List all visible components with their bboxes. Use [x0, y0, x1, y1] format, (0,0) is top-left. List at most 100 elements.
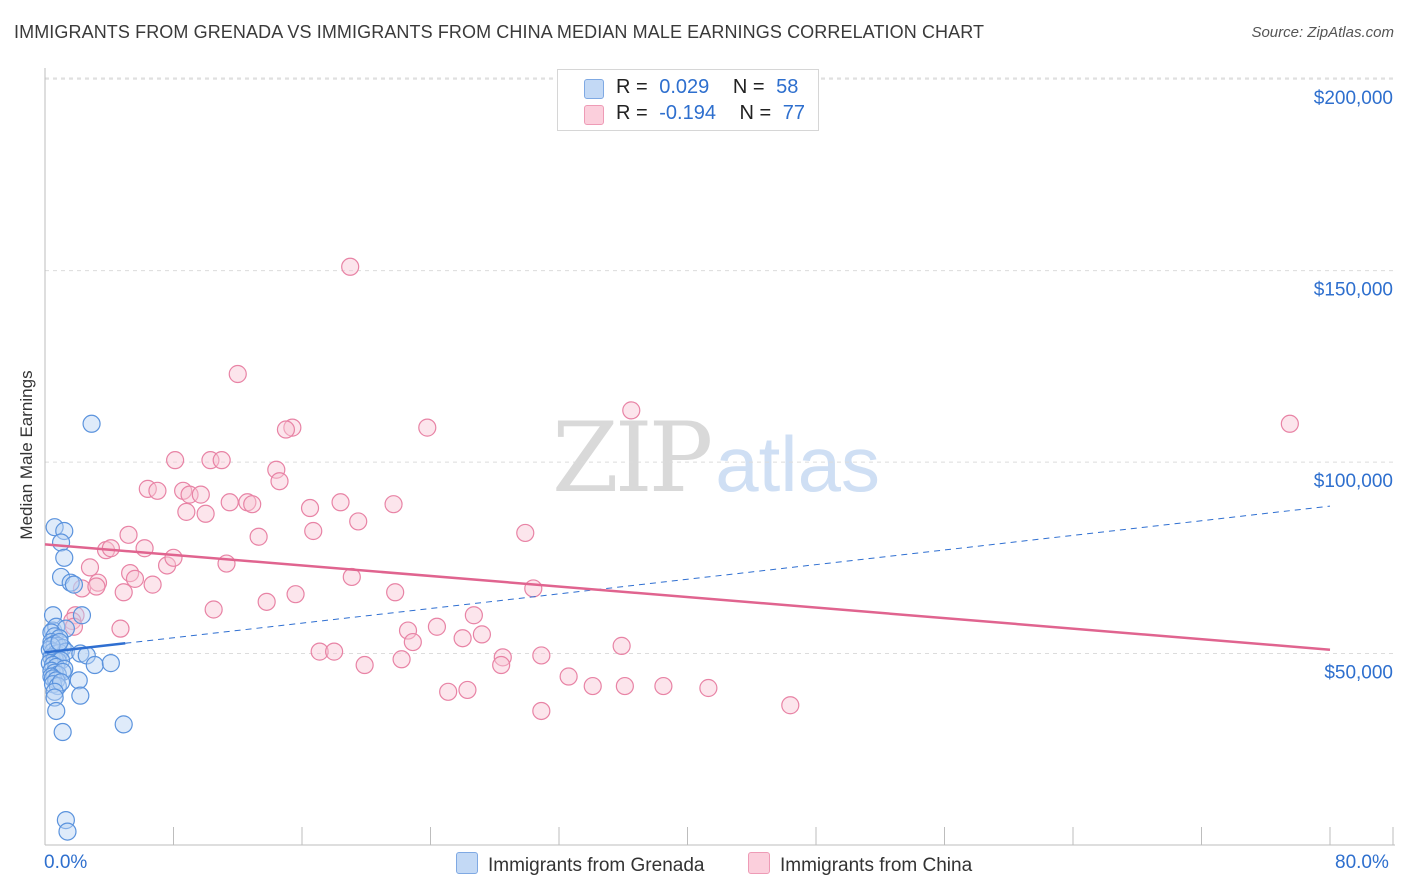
- grenada-point: [82, 414, 101, 433]
- grenada-point: [61, 573, 80, 592]
- grenada-point: [69, 671, 88, 690]
- bottom-legend-swatch-china: [748, 852, 770, 874]
- china-point: [418, 418, 437, 437]
- legend-r-value: -0.194: [659, 102, 716, 124]
- china-point: [196, 504, 215, 523]
- china-point: [398, 621, 418, 640]
- y-tick-label: $50,000: [1324, 663, 1393, 684]
- china-point: [228, 364, 247, 384]
- china-point: [331, 493, 350, 512]
- bottom-legend-label-grenada: Immigrants from Grenada: [488, 855, 705, 876]
- china-point: [458, 680, 477, 700]
- china-point: [283, 418, 302, 437]
- bottom-legend-grenada: Immigrants from Grenada: [456, 852, 704, 877]
- china-point: [300, 498, 320, 518]
- china-point: [310, 642, 329, 661]
- legend-r-label: R =: [616, 102, 648, 124]
- china-point: [355, 655, 374, 675]
- china-point: [464, 606, 483, 625]
- x-tick-label-min: 0.0%: [44, 852, 88, 873]
- y-axis-label: Median Male Earnings: [17, 370, 36, 540]
- china-point: [119, 525, 138, 544]
- china-point: [583, 676, 602, 696]
- china-point: [87, 577, 106, 596]
- grenada-point: [51, 673, 71, 692]
- china-point: [164, 548, 183, 567]
- china-point: [191, 485, 210, 504]
- china-point: [325, 642, 344, 661]
- bottom-legend-china: Immigrants from China: [748, 852, 972, 877]
- china-point: [386, 583, 405, 602]
- y-tick-label: $100,000: [1314, 471, 1393, 492]
- china-point: [243, 495, 262, 514]
- china-point: [121, 564, 140, 583]
- china-point: [111, 619, 130, 638]
- china-point: [276, 420, 296, 439]
- china-point: [524, 579, 543, 598]
- china-point: [249, 527, 268, 546]
- y-tick-label: $200,000: [1314, 88, 1393, 109]
- legend-swatch-grenada: [584, 79, 604, 99]
- watermark-zip: ZIP: [552, 402, 713, 514]
- china-point: [349, 512, 368, 531]
- grenada-point: [45, 688, 64, 707]
- china-point: [204, 600, 223, 619]
- china-point: [654, 676, 673, 696]
- china-point: [304, 521, 323, 541]
- legend-swatch-china: [584, 105, 604, 125]
- china-point: [384, 495, 403, 514]
- grenada-point: [53, 722, 72, 742]
- watermark-atlas: atlas: [715, 420, 880, 508]
- grenada-point: [55, 521, 74, 541]
- grenada-point: [85, 655, 104, 675]
- china-point: [286, 585, 305, 604]
- grenada-point: [56, 811, 75, 830]
- legend-n-label: N =: [732, 76, 765, 98]
- china-point: [177, 502, 196, 521]
- china-point: [148, 481, 167, 500]
- china-point: [267, 460, 286, 479]
- grenada-trendline-dashed: [125, 505, 1331, 644]
- china-point: [532, 701, 551, 721]
- china-point: [80, 558, 100, 577]
- china-trendline: [44, 543, 1331, 651]
- grenada-point: [55, 548, 74, 567]
- chart-title: IMMIGRANTS FROM GRENADA VS IMMIGRANTS FR…: [14, 22, 985, 42]
- china-point: [493, 648, 512, 667]
- grenada-point: [114, 715, 133, 734]
- china-point: [615, 676, 634, 696]
- china-point: [622, 401, 641, 420]
- china-point: [220, 493, 239, 512]
- legend-n-value: 58: [776, 76, 799, 98]
- grenada-point: [71, 686, 90, 705]
- china-point: [212, 451, 231, 470]
- china-point: [492, 655, 511, 675]
- grenada-point: [64, 575, 84, 594]
- china-point: [532, 646, 551, 665]
- legend-n-value: 77: [782, 102, 806, 124]
- china-point: [781, 696, 800, 715]
- china-point: [125, 569, 145, 588]
- china-point: [392, 650, 411, 669]
- china-point: [427, 617, 447, 636]
- watermark: ZIPatlas: [552, 402, 880, 514]
- legend-r-value: 0.029: [659, 76, 710, 98]
- china-point: [453, 629, 472, 648]
- china-point: [257, 592, 276, 611]
- legend-r-label: R =: [616, 76, 648, 98]
- correlation-legend: R = 0.029 N = 58 R = -0.194 N = 77: [557, 69, 819, 131]
- china-point: [439, 682, 458, 701]
- bottom-legend-swatch-grenada: [456, 852, 478, 874]
- china-point: [66, 606, 85, 625]
- china-point: [143, 575, 162, 594]
- x-tick-label-max: 80.0%: [1335, 852, 1389, 873]
- china-point: [559, 667, 578, 686]
- china-point: [270, 472, 289, 491]
- china-point: [403, 632, 422, 652]
- china-point: [341, 257, 360, 276]
- china-point: [472, 625, 491, 644]
- grenada-point: [47, 701, 66, 721]
- legend-n-label: N =: [739, 102, 772, 124]
- bottom-legend-label-china: Immigrants from China: [780, 855, 973, 876]
